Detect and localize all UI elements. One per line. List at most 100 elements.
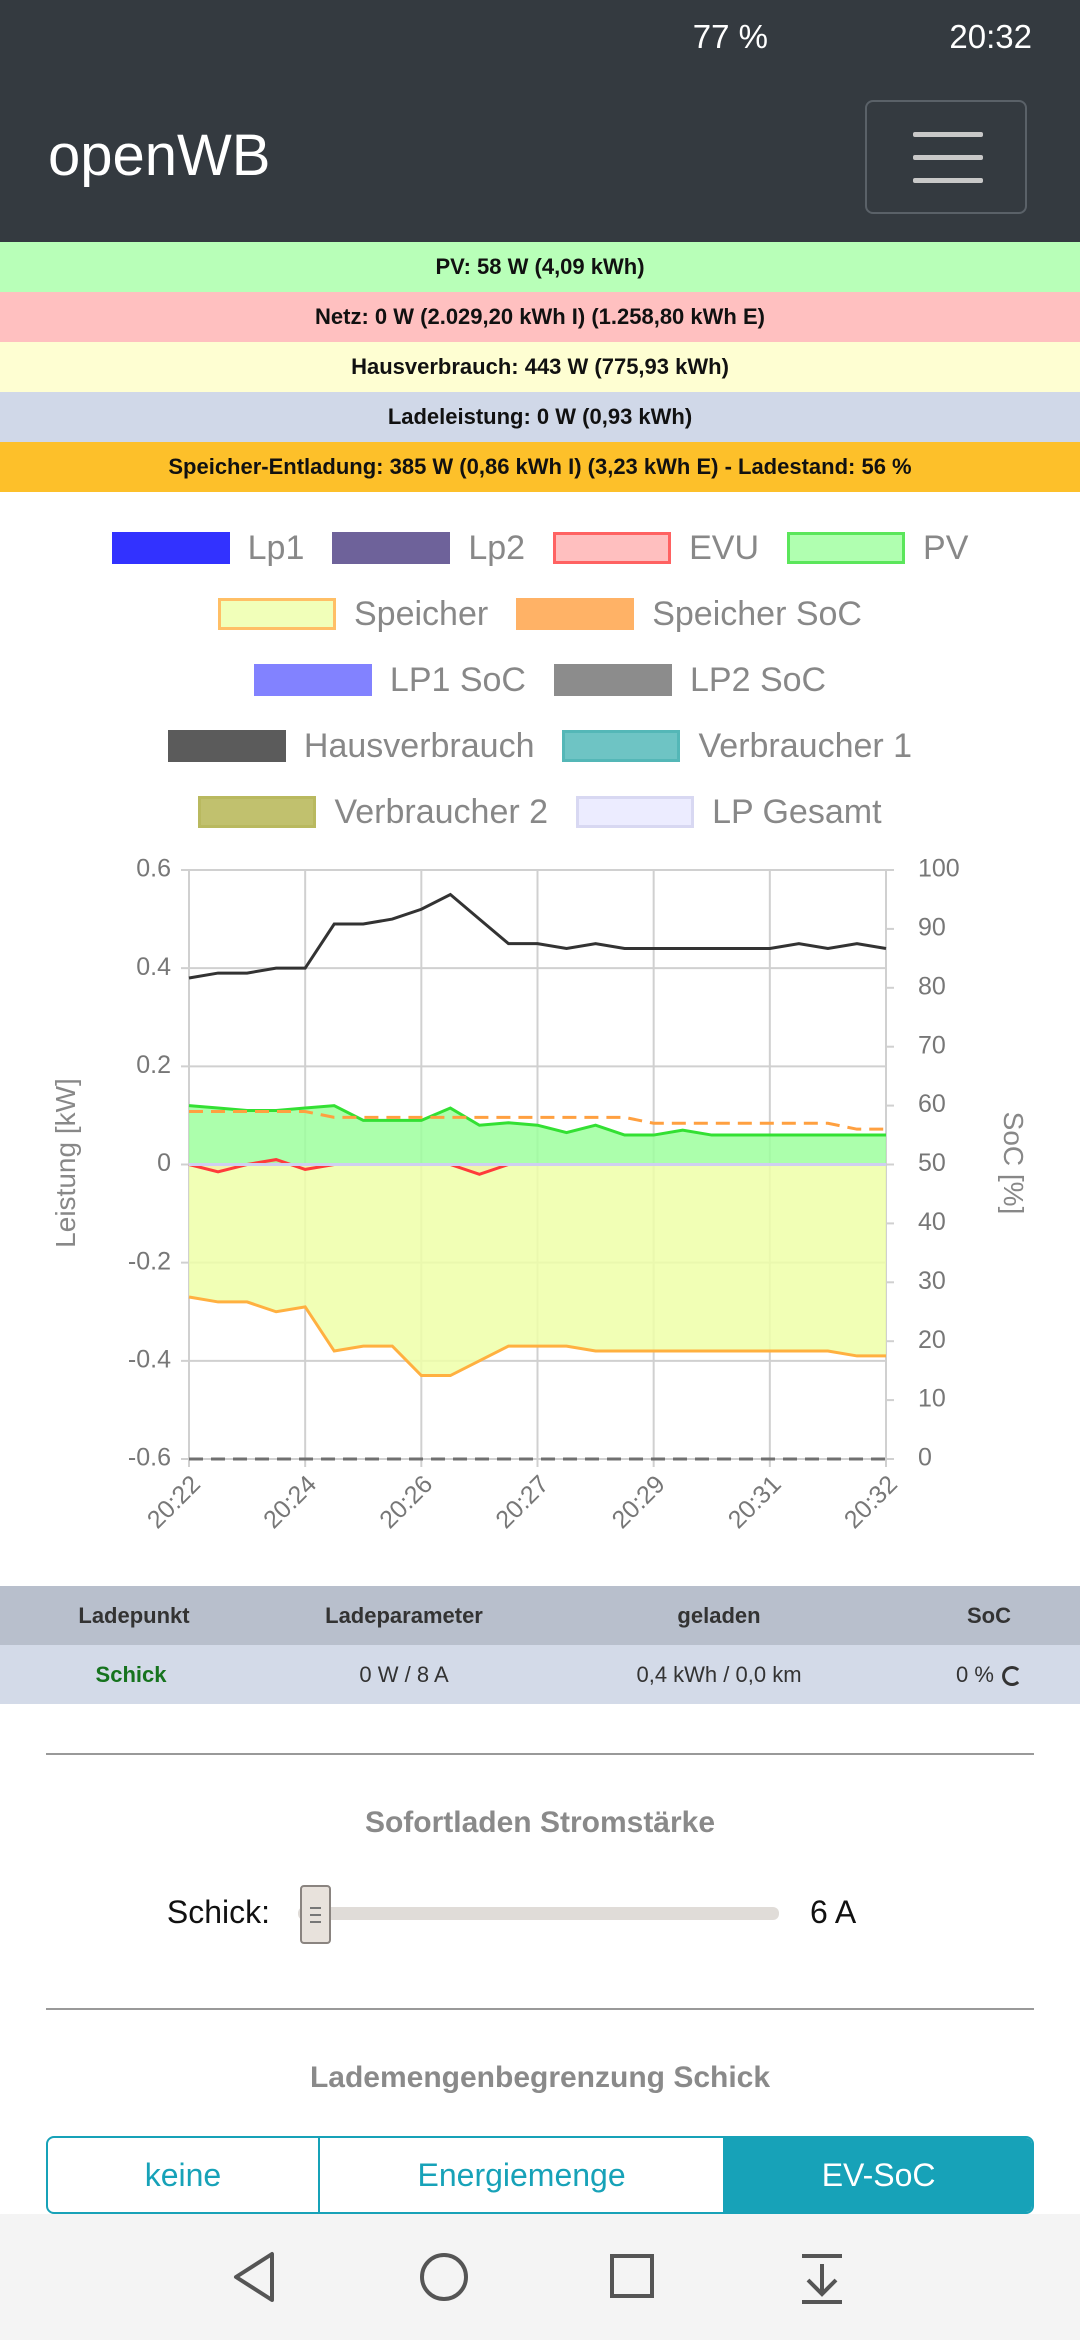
legend-swatch <box>516 598 635 630</box>
info-bar: Hausverbrauch: 443 W (775,93 kWh) <box>0 342 1080 392</box>
series-line <box>188 1295 886 1378</box>
y-tick-label: 0 <box>157 1149 171 1177</box>
area <box>189 1105 886 1165</box>
legend-label: EVU <box>689 528 760 567</box>
y2-tick-label: 50 <box>918 1149 946 1177</box>
legend-label: Lp1 <box>247 528 305 567</box>
info-bar: Speicher-Entladung: 385 W (0,86 kWh I) (… <box>0 442 1080 492</box>
info-bar: PV: 58 W (4,09 kWh) <box>0 242 1080 292</box>
legend-label: Speicher <box>354 594 489 633</box>
y-axis-label: Leistung [kW] <box>50 1078 81 1248</box>
legend-swatch <box>554 664 672 696</box>
slider-handle[interactable] <box>300 1885 331 1944</box>
info-bar: Netz: 0 W (2.029,20 kWh I) (1.258,80 kWh… <box>0 292 1080 342</box>
legend-item[interactable]: Lp2 <box>332 528 526 567</box>
slider-track[interactable] <box>298 1907 779 1920</box>
y2-tick-label: 100 <box>918 855 960 883</box>
legend-item[interactable]: Verbraucher 1 <box>562 726 913 765</box>
legend-swatch <box>111 532 230 564</box>
y-tick-label: -0.2 <box>128 1247 171 1275</box>
divider <box>46 1753 1034 1755</box>
y2-tick-label: 0 <box>918 1444 932 1472</box>
legend-swatch <box>787 532 906 564</box>
legend-swatch <box>553 532 672 564</box>
y2-axis-label: SoC [%] <box>998 1112 1029 1215</box>
table-row: Schick 0 W / 8 A 0,4 kWh / 0,0 km 0 % <box>0 1645 1080 1704</box>
x-tick-label: 20:27 <box>490 1470 554 1534</box>
table-cell: 0 W / 8 A <box>359 1662 449 1687</box>
y-tick-label: 0.2 <box>136 1051 171 1079</box>
option-button[interactable]: EV-SoC <box>725 2138 1032 2212</box>
legend-label: Lp2 <box>468 528 526 567</box>
legend: Lp1 Lp2 EVU PV Speicher Speicher SoC LP1 SoC LP… <box>90 528 990 831</box>
slider-label: Schick: <box>166 1894 270 1930</box>
legend-item[interactable]: LP1 SoC <box>253 660 526 699</box>
x-tick-label: 20:31 <box>723 1470 787 1534</box>
notifications-button[interactable] <box>802 2254 842 2304</box>
legend-swatch <box>253 664 372 696</box>
column-header: Ladeparameter <box>325 1603 483 1628</box>
status-bar: 77 % 20:32 <box>0 0 1080 72</box>
table-cell[interactable]: Schick <box>95 1662 167 1687</box>
legend-swatch <box>332 532 451 564</box>
y-tick-label: -0.4 <box>128 1345 171 1373</box>
y-tick-label: -0.6 <box>128 1444 171 1472</box>
legend-label: PV <box>923 528 969 567</box>
y2-tick-label: 20 <box>918 1326 946 1354</box>
divider <box>46 2008 1034 2010</box>
column-header: Ladepunkt <box>78 1603 190 1628</box>
legend-item[interactable]: Lp1 <box>111 528 305 567</box>
legend-item[interactable]: EVU <box>553 528 760 567</box>
x-tick-label: 20:22 <box>142 1470 206 1534</box>
legend-item[interactable]: Hausverbrauch <box>167 726 535 765</box>
y-tick-label: 0.6 <box>136 855 171 883</box>
legend-item[interactable]: Speicher <box>218 594 489 633</box>
series-line <box>189 1109 886 1131</box>
legend-label: Hausverbrauch <box>303 726 535 765</box>
legend-swatch <box>198 796 317 828</box>
legend-item[interactable]: Speicher SoC <box>516 594 862 633</box>
recents-button[interactable] <box>610 2254 654 2298</box>
section-title: Sofortladen Stromstärke <box>364 1806 716 1839</box>
option-button[interactable]: Energiemenge <box>320 2138 726 2212</box>
legend-label: Speicher SoC <box>652 594 862 633</box>
series-line <box>188 1104 886 1137</box>
legend-swatch <box>562 730 681 762</box>
column-header: geladen <box>677 1603 761 1628</box>
legend-item[interactable]: PV <box>787 528 969 567</box>
brand: openWB <box>48 123 271 188</box>
system-nav <box>0 2214 1080 2340</box>
button-group: keine Energiemenge EV-SoC <box>46 2136 1034 2214</box>
x-tick-label: 20:24 <box>258 1470 322 1534</box>
y2-tick-label: 70 <box>918 1031 946 1059</box>
legend-swatch <box>218 598 336 630</box>
y2-tick-label: 80 <box>918 972 946 1000</box>
nav-icons <box>234 2252 842 2304</box>
x-tick-label: 20:32 <box>839 1470 903 1534</box>
legend-item[interactable]: LP2 SoC <box>554 661 826 699</box>
legend-label: LP Gesamt <box>712 792 882 831</box>
y-tick-label: 0.4 <box>136 953 171 981</box>
charge-table: Ladepunkt Ladeparameter geladen SoC Schick 0… <box>0 1586 1080 1704</box>
x-tick-label: 20:29 <box>607 1470 671 1534</box>
legend-label: Verbraucher 1 <box>698 726 913 765</box>
menu-button[interactable] <box>865 100 1027 214</box>
refresh-icon[interactable] <box>1001 1666 1022 1687</box>
table-header: Ladepunkt Ladeparameter geladen SoC <box>0 1586 1080 1645</box>
back-button[interactable] <box>234 2252 274 2302</box>
table-cell: 0,4 kWh / 0,0 km <box>636 1662 802 1687</box>
home-button[interactable] <box>420 2253 468 2301</box>
slider-value: 6 A <box>810 1894 857 1930</box>
navbar: openWB <box>0 72 1080 242</box>
chart: Leistung [kW] SoC [%] -0.6 -0.4 -0.2 0 0.2 0.… <box>50 855 1029 1535</box>
y2-tick-label: 40 <box>918 1208 946 1236</box>
legend-item[interactable]: LP Gesamt <box>576 792 882 831</box>
legend-item[interactable]: Verbraucher 2 <box>198 793 548 831</box>
y2-tick-label: 90 <box>918 914 946 942</box>
legend-label: LP1 SoC <box>389 660 526 699</box>
series-line <box>188 892 887 980</box>
x-tick-label: 20:26 <box>374 1470 438 1534</box>
option-button[interactable]: keine <box>48 2138 320 2212</box>
column-header: SoC <box>967 1603 1011 1628</box>
